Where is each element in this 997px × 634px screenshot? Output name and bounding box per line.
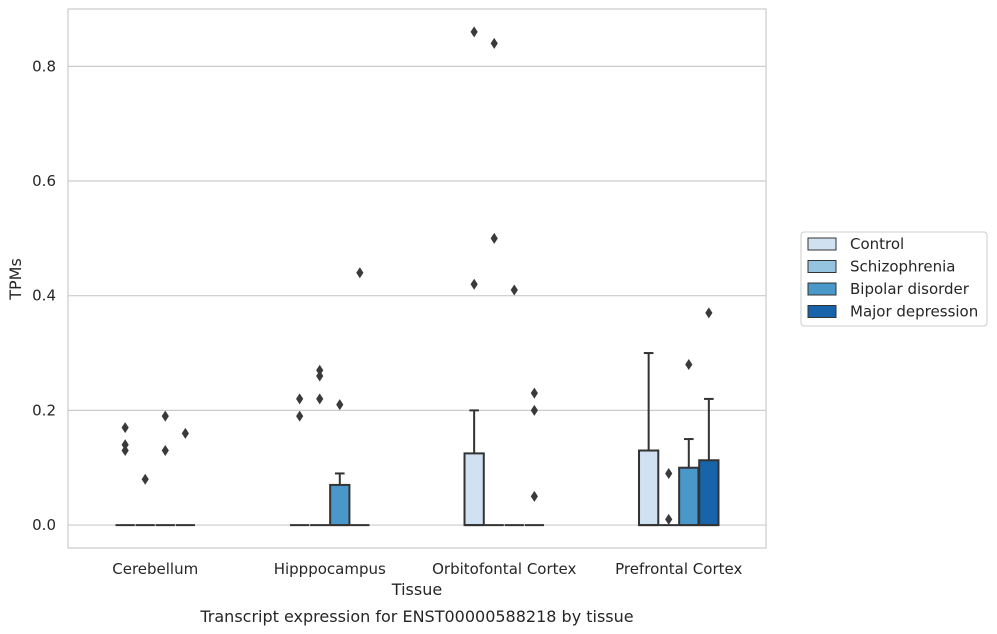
- outlier-point: [316, 364, 324, 376]
- box-body: [638, 449, 660, 527]
- outlier-point: [470, 26, 478, 38]
- outlier-point: [316, 393, 324, 405]
- x-axis-ticks: Cerebellum Hipppocampus Orbitofontal Corte…: [112, 560, 742, 578]
- legend-swatch: [807, 237, 837, 251]
- outlier-point: [296, 393, 304, 405]
- y-gridlines: [68, 65, 766, 526]
- outlier-point: [121, 439, 129, 451]
- y-tick-label: 0.8: [32, 57, 56, 75]
- outlier-point: [510, 284, 518, 296]
- y-axis-label: TPMs: [6, 258, 25, 301]
- x-axis-label: Tissue: [391, 580, 442, 599]
- box-3-2: [678, 438, 700, 527]
- legend-swatch: [807, 282, 837, 296]
- x-tick-label: Hipppocampus: [274, 560, 386, 578]
- legend-label: Bipolar disorder: [850, 280, 970, 298]
- x-tick-label: Cerebellum: [112, 560, 198, 578]
- box-1-2: [329, 472, 351, 527]
- x-tick-label: Prefrontal Cortex: [615, 560, 742, 578]
- y-tick-label: 0.2: [32, 401, 56, 419]
- legend-label: Schizophrenia: [850, 258, 955, 276]
- outlier-point: [161, 410, 169, 422]
- box-body: [698, 459, 720, 527]
- box-body: [463, 452, 485, 527]
- legend-label: Major depression: [850, 303, 978, 321]
- outlier-point: [181, 427, 189, 439]
- outlier-point: [316, 370, 324, 382]
- legend-label: Control: [850, 235, 904, 253]
- y-axis-ticks: 0.0 0.2 0.4 0.6 0.8: [32, 57, 56, 534]
- legend-swatch: [807, 305, 837, 318]
- outlier-layer: [121, 26, 713, 525]
- box-2-0: [463, 409, 485, 527]
- outlier-point: [141, 473, 149, 485]
- outlier-point: [336, 399, 344, 411]
- y-tick-label: 0.6: [32, 172, 56, 190]
- outlier-point: [470, 278, 478, 290]
- y-tick-label: 0.0: [32, 516, 56, 534]
- outlier-point: [530, 387, 538, 399]
- outlier-point: [685, 359, 693, 371]
- legend-frame: [800, 231, 988, 327]
- chart-caption: Transcript expression for ENST0000058821…: [199, 607, 633, 626]
- outlier-point: [121, 445, 129, 457]
- outlier-point: [530, 404, 538, 416]
- outlier-point: [490, 37, 498, 49]
- box-3-0: [638, 352, 660, 527]
- outlier-point: [490, 232, 498, 244]
- outlier-point: [665, 467, 673, 479]
- outlier-point: [530, 490, 538, 502]
- outlier-point: [356, 267, 364, 279]
- outlier-point: [296, 410, 304, 422]
- plot-area: [67, 8, 767, 549]
- box-body: [678, 466, 700, 527]
- y-tick-label: 0.4: [32, 287, 56, 305]
- outlier-point: [121, 422, 129, 434]
- legend-swatch: [807, 260, 837, 273]
- outlier-point: [705, 307, 713, 319]
- x-tick-label: Orbitofontal Cortex: [432, 560, 576, 578]
- outlier-point: [161, 445, 169, 457]
- box-layer: [115, 352, 720, 527]
- outlier-point: [665, 513, 673, 525]
- box-3-3: [698, 397, 720, 527]
- box-body: [329, 483, 351, 527]
- legend: Control Schizophrenia Bipolar disorder Majo…: [800, 231, 988, 327]
